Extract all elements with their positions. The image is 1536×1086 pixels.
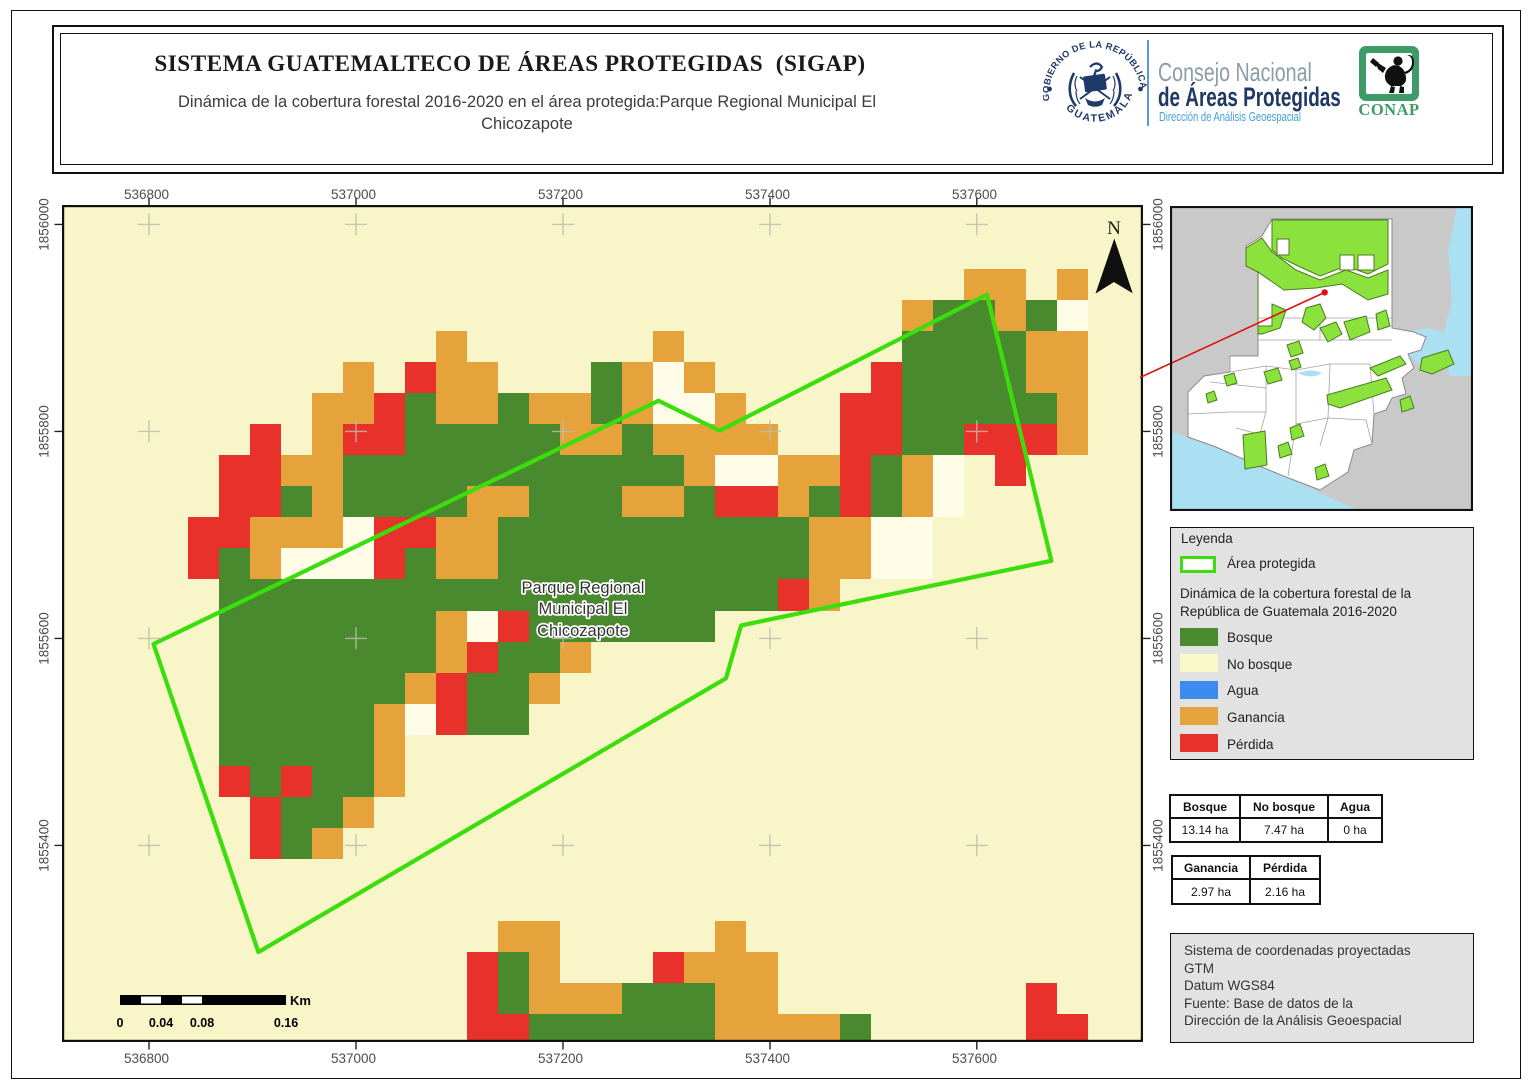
svg-text:GUATEMALA: GUATEMALA [1064,89,1136,125]
svg-text:0.16: 0.16 [274,1016,298,1030]
svg-text:Parque Regional: Parque Regional [522,579,645,597]
svg-text:N: N [1107,218,1121,239]
svg-text:Chicozapote: Chicozapote [537,622,629,640]
svg-text:Municipal El: Municipal El [539,600,628,618]
svg-text:Municipal El: Municipal El [539,600,628,618]
svg-text:Parque Regional: Parque Regional [522,579,645,597]
svg-text:0: 0 [117,1016,124,1030]
svg-text:CONAP: CONAP [1358,100,1419,119]
svg-text:Km: Km [290,993,311,1008]
svg-text:0.08: 0.08 [190,1016,214,1030]
svg-text:0.04: 0.04 [149,1016,173,1030]
svg-text:Chicozapote: Chicozapote [537,622,629,640]
